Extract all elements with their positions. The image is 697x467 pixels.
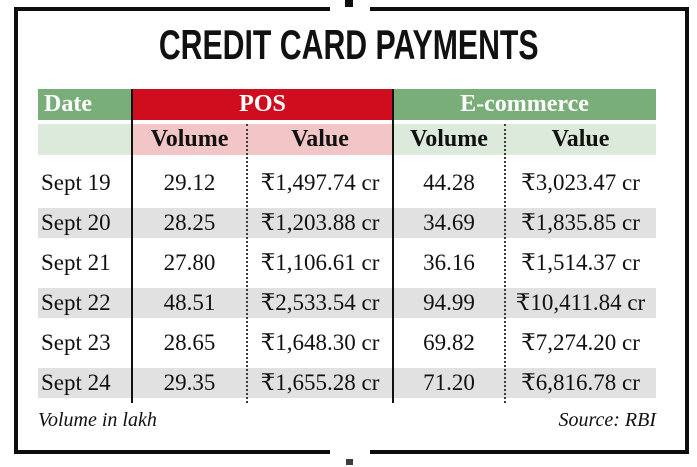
cell-ecom-value: ₹7,274.20 cr — [521, 330, 640, 355]
cell-ecom-volume: 71.20 — [423, 370, 475, 395]
cell-ecom-volume: 94.99 — [423, 290, 475, 315]
border-notch-top — [345, 0, 353, 7]
column-group-ecommerce: E-commerce — [393, 89, 656, 120]
column-group-pos: POS — [132, 89, 393, 120]
cell-ecom-volume: 44.28 — [423, 170, 475, 195]
column-divider-date-pos — [131, 89, 133, 403]
cell-ecom-value: ₹10,411.84 cr — [515, 290, 646, 315]
table-row: Sept 22 48.51 ₹2,533.54 cr 94.99 ₹10,411… — [38, 283, 656, 323]
cell-pos-volume: 29.12 — [163, 170, 216, 195]
table-subheader-row: Volume Value Volume Value — [38, 124, 656, 155]
cell-ecom-value: ₹1,835.85 cr — [521, 210, 640, 235]
cell-pos-volume: 48.51 — [163, 290, 216, 315]
cell-pos-value: ₹1,648.30 cr — [260, 330, 380, 355]
cell-date: Sept 19 — [41, 170, 111, 195]
footnotes: Volume in lakh Source: RBI — [38, 407, 656, 433]
cell-pos-value: ₹1,106.61 cr — [260, 250, 380, 275]
cell-ecom-value: ₹1,514.37 cr — [521, 250, 640, 275]
cell-ecom-value: ₹3,023.47 cr — [521, 170, 640, 195]
column-divider-pos-ecommerce — [392, 89, 394, 403]
subheader-pos-value: Value — [247, 124, 393, 155]
cell-pos-volume: 28.65 — [163, 330, 216, 355]
table-group-header-row: Date POS E-commerce — [38, 89, 656, 120]
cell-date: Sept 22 — [41, 290, 111, 315]
page-title-text: CREDIT CARD PAYMENTS — [158, 21, 539, 68]
cell-ecom-value: ₹6,816.78 cr — [521, 370, 640, 395]
cell-ecom-volume: 34.69 — [423, 210, 475, 235]
cell-pos-value: ₹1,497.74 cr — [260, 170, 380, 195]
cell-pos-value: ₹2,533.54 cr — [260, 290, 380, 315]
border-gap-bottom — [330, 447, 370, 457]
cell-pos-volume: 27.80 — [163, 250, 216, 275]
cell-date: Sept 23 — [41, 330, 111, 355]
border-gap-top — [330, 5, 370, 15]
footnote-source: Source: RBI — [558, 409, 656, 431]
footnote-volume-unit: Volume in lakh — [38, 409, 157, 431]
subheader-ecom-volume: Volume — [393, 124, 505, 155]
cell-pos-value: ₹1,655.28 cr — [260, 370, 380, 395]
cell-date: Sept 24 — [41, 370, 111, 395]
table-row: Sept 21 27.80 ₹1,106.61 cr 36.16 ₹1,514.… — [38, 243, 656, 283]
cell-pos-volume: 29.35 — [163, 370, 216, 395]
table-row: Sept 20 28.25 ₹1,203.88 cr 34.69 ₹1,835.… — [38, 203, 656, 243]
subheader-ecom-value: Value — [505, 124, 656, 155]
column-divider-pos-volume-value — [246, 124, 248, 403]
column-divider-ecom-volume-value — [504, 124, 506, 403]
subheader-pos-volume: Volume — [132, 124, 247, 155]
column-group-date: Date — [38, 89, 132, 120]
table-row: Sept 19 29.12 ₹1,497.74 cr 44.28 ₹3,023.… — [38, 163, 656, 203]
cell-ecom-volume: 69.82 — [423, 330, 475, 355]
cell-date: Sept 21 — [41, 250, 111, 275]
cell-pos-value: ₹1,203.88 cr — [260, 210, 380, 235]
subheader-date-blank — [38, 124, 132, 155]
page-title: CREDIT CARD PAYMENTS — [0, 22, 697, 68]
border-notch-bottom — [346, 459, 353, 465]
cell-ecom-volume: 36.16 — [423, 250, 475, 275]
table-row: Sept 23 28.65 ₹1,648.30 cr 69.82 ₹7,274.… — [38, 323, 656, 363]
cell-pos-volume: 28.25 — [163, 210, 216, 235]
table-row: Sept 24 29.35 ₹1,655.28 cr 71.20 ₹6,816.… — [38, 363, 656, 403]
cell-date: Sept 20 — [41, 210, 111, 235]
payments-table: Date POS E-commerce Volume Value Volume … — [38, 89, 656, 403]
